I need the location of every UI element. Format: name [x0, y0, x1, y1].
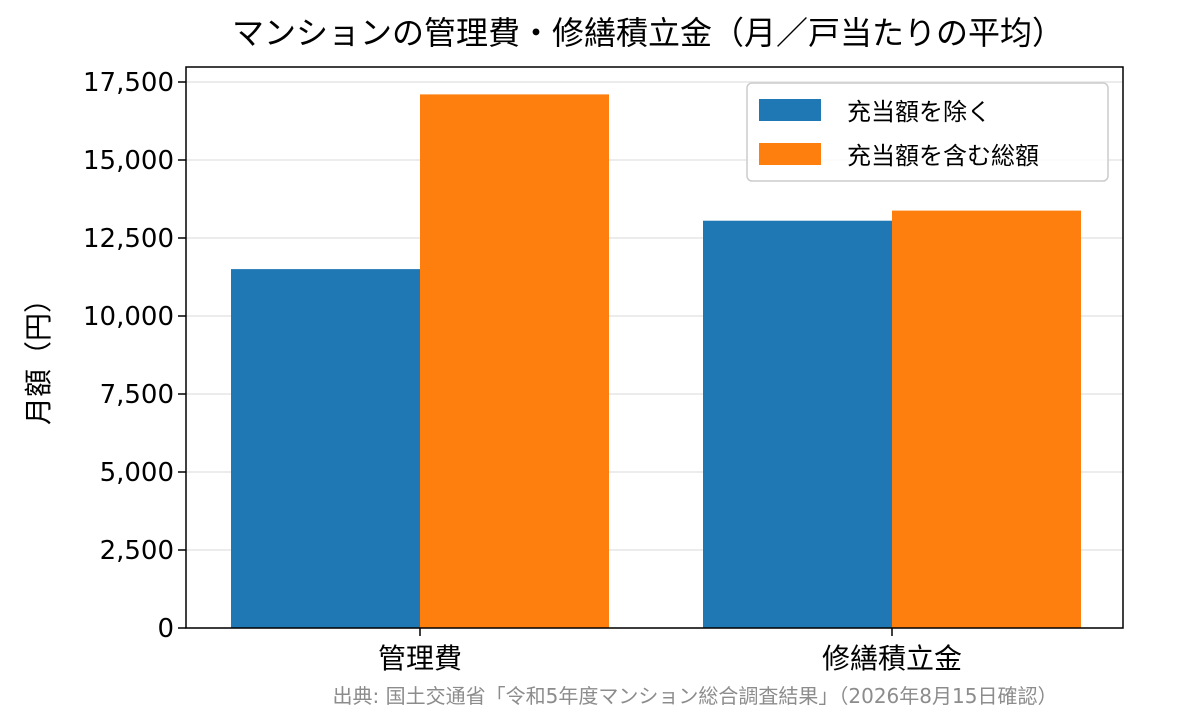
bars [231, 94, 1081, 629]
legend-swatch [759, 99, 821, 121]
bar-excluding-0 [231, 269, 420, 628]
bar-excluding-1 [703, 220, 892, 628]
chart-title: マンションの管理費・修繕積立金（月／戸当たりの平均） [232, 14, 1064, 52]
plot-frame [185, 66, 1124, 629]
y-ticks: 0 2,500 5,000 7,500 10,000 12,500 15,000 17,500 [83, 68, 186, 644]
legend-box [746, 82, 1109, 182]
bar-total-1 [892, 210, 1081, 629]
y-axis-label: 月額（円） [22, 285, 55, 425]
y-tick-label: 10,000 [83, 302, 174, 332]
axes [185, 66, 1124, 629]
x-category-label: 修繕積立金 [822, 642, 962, 675]
legend-label: 充当額を含む総額 [847, 142, 1039, 170]
x-categories: 管理費 修繕積立金 [378, 628, 962, 675]
y-tick-label: 5,000 [100, 458, 174, 488]
x-category-label: 管理費 [378, 642, 462, 675]
y-tick-label: 7,500 [100, 380, 174, 410]
y-tick-label: 17,500 [83, 68, 174, 98]
source-note: 出典: 国土交通省「令和5年度マンション総合調査結果」（2026年8月15日確認… [333, 684, 1058, 708]
y-tick-label: 2,500 [100, 536, 174, 566]
legend-swatch [759, 143, 821, 165]
y-tick-label: 12,500 [83, 224, 174, 254]
bar-total-0 [420, 94, 609, 628]
y-tick-label: 0 [157, 614, 174, 644]
legend-label: 充当額を除く [847, 98, 991, 126]
y-tick-label: 15,000 [83, 146, 174, 176]
